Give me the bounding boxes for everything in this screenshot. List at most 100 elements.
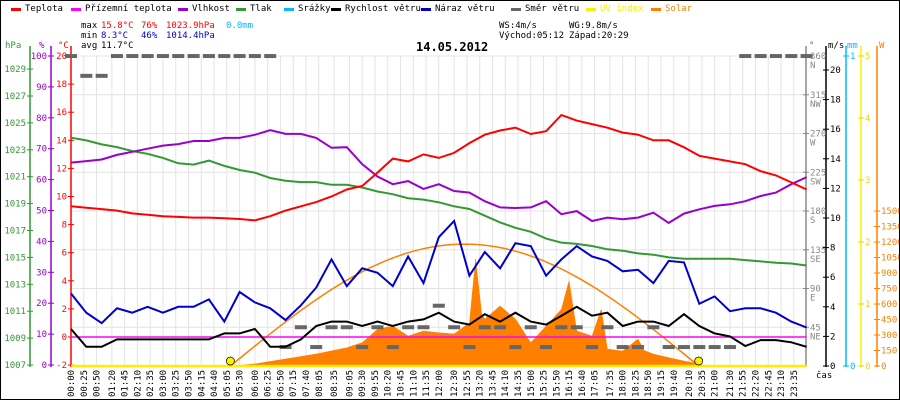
legend-swatch [586, 7, 596, 11]
dir-compass-label: NE [810, 332, 821, 342]
chart-title: 14.05.2012 [416, 40, 489, 54]
stats-ws: WS:4m/s [499, 21, 537, 31]
dir-compass-label: SE [810, 255, 821, 265]
temp-tick-label: 18 [56, 80, 67, 90]
ms-tick-label: 6 [830, 273, 835, 283]
unit-hpa: hPa [5, 41, 22, 51]
stats-min-temp: 8.3°C [101, 31, 129, 41]
legend-swatch [178, 7, 188, 11]
wind-direction-mark [662, 345, 675, 350]
unit-w: W [879, 41, 885, 51]
legend-item: Vlhkost [178, 4, 230, 14]
pct-tick-label: 70 [36, 145, 47, 155]
x-tick-label: 22:20 [752, 370, 762, 397]
wind-direction-mark [294, 325, 307, 330]
legend-swatch [284, 7, 294, 11]
w-tick-label: 450 [881, 316, 897, 326]
w-tick-label: 0 [881, 362, 886, 372]
wind-direction-mark [141, 54, 154, 59]
wind-direction-mark [80, 73, 93, 78]
dir-tick-label: 315 [810, 91, 826, 101]
wind-direction-mark [754, 54, 767, 59]
wind-direction-mark [509, 345, 522, 350]
ms-tick-label: 8 [830, 244, 835, 254]
x-tick-label: 21:30 [726, 370, 736, 397]
wind-direction-mark [371, 325, 384, 330]
uv-tick-label: 5 [865, 52, 870, 62]
humidity-line [70, 129, 808, 225]
x-tick-label: 16:15 [565, 370, 575, 397]
wind-direction-mark [432, 303, 445, 308]
legend-item: Náraz větru [421, 4, 495, 14]
x-tick-label: 07:40 [302, 370, 312, 397]
solar-theoretical-line [229, 243, 700, 367]
x-tick-label: 23:35 [790, 370, 800, 397]
wind-direction-mark [65, 54, 77, 59]
wind-direction-mark [723, 345, 736, 350]
stats-avg-temp: 11.7°C [101, 41, 134, 51]
dir-tick-label: 360 [810, 52, 826, 62]
x-tick-label: 03:00 [159, 370, 169, 397]
x-tick-label: 00:25 [80, 370, 90, 397]
x-tick-label: 06:00 [251, 370, 261, 397]
w-tick-label: 1200 [881, 238, 899, 248]
wind-direction-mark [402, 325, 415, 330]
x-tick-label: 10:20 [384, 370, 394, 397]
wind-direction-mark [540, 345, 553, 350]
x-tick-label: 23:10 [777, 370, 787, 397]
wind-direction-mark [632, 345, 645, 350]
legend-swatch [421, 7, 431, 11]
temp-tick-label: 10 [56, 193, 67, 203]
x-tick-label: 04:15 [197, 370, 207, 397]
x-tick-label: 00:00 [67, 370, 77, 397]
stats-wg: WG:9.8m/s [569, 21, 618, 31]
temp-tick-label: -2 [56, 361, 67, 371]
hpa-tick-label: 1009 [4, 334, 26, 344]
dir-compass-label: N [810, 61, 815, 71]
wind-direction-mark [524, 325, 537, 330]
wind-direction-mark [478, 325, 491, 330]
wind-direction-mark [678, 345, 690, 350]
x-tick-label: 11:35 [422, 370, 432, 397]
hpa-tick-label: 1011 [4, 307, 26, 317]
wind-direction-mark [95, 73, 108, 78]
pct-tick-label: 30 [36, 268, 47, 278]
uv-tick-label: 3 [865, 176, 870, 186]
wind-direction-mark [233, 54, 246, 59]
w-tick-label: 1050 [881, 254, 899, 264]
legend-label: Solar [665, 4, 693, 14]
dir-compass-label: NW [810, 100, 821, 110]
dir-compass-label: E [810, 294, 815, 304]
w-tick-label: 750 [881, 285, 897, 295]
x-tick-label: 00:50 [93, 370, 103, 397]
hpa-tick-label: 1015 [4, 253, 26, 263]
ms-tick-label: 0 [830, 362, 835, 372]
x-tick-label: 17:35 [606, 370, 616, 397]
dir-compass-label: SW [810, 177, 821, 187]
pct-tick-label: 80 [36, 114, 47, 124]
w-tick-label: 900 [881, 269, 897, 279]
temp-tick-label: 2 [62, 305, 67, 315]
wind-direction-mark [601, 325, 614, 330]
legend-swatch [331, 7, 341, 11]
stats-max-temp: 15.8°C [101, 21, 134, 31]
wind-direction-mark [248, 54, 261, 59]
hpa-tick-label: 1019 [4, 200, 26, 210]
wind-direction-mark [340, 325, 353, 330]
wind-direction-mark [187, 54, 200, 59]
stats-max-pres: 1023.9hPa [166, 21, 215, 31]
legend-swatch [511, 7, 521, 11]
x-tick-label: 08:35 [330, 370, 340, 397]
legend-label: Srážky [298, 4, 331, 14]
x-tick-label: 15:00 [527, 370, 537, 397]
legend-item: Rychlost větru [331, 4, 421, 14]
w-tick-label: 150 [881, 347, 897, 357]
hpa-tick-label: 1025 [4, 119, 26, 129]
x-tick-label: 05:05 [223, 370, 233, 397]
x-tick-label: 03:50 [184, 370, 194, 397]
wind-direction-mark [647, 325, 660, 330]
dir-tick-label: 135 [810, 246, 826, 256]
wind-gust-line [70, 219, 807, 329]
